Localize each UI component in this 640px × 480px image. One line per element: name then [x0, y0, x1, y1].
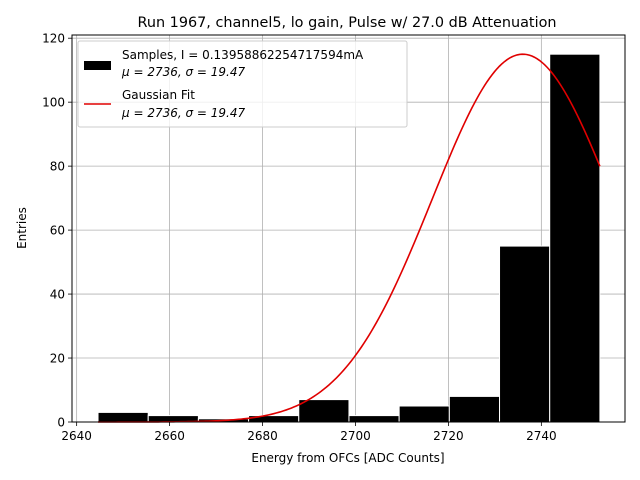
y-axis-ticks: 0 20 40 60 80 100 120	[42, 32, 72, 430]
legend: Samples, I = 0.13958862254717594mA μ = 2…	[77, 40, 408, 128]
legend-fit-label: Gaussian Fit	[122, 88, 195, 102]
y-tick-label: 100	[42, 96, 65, 110]
x-axis-ticks: 2640 2660 2680 2700 2720 2740	[61, 422, 557, 443]
legend-samples-stats: μ = 2736, σ = 19.47	[121, 65, 245, 79]
y-tick-label: 40	[50, 288, 65, 302]
legend-samples-label: Samples, I = 0.13958862254717594mA	[122, 48, 364, 62]
histogram-bar	[298, 399, 350, 423]
legend-fit-stats: μ = 2736, σ = 19.47	[121, 106, 245, 120]
y-tick-label: 80	[50, 160, 65, 174]
histogram-bar	[448, 395, 501, 423]
x-tick-label: 2680	[247, 429, 278, 443]
x-tick-label: 2740	[526, 429, 557, 443]
x-tick-label: 2660	[154, 429, 185, 443]
histogram-bar	[398, 405, 450, 423]
y-tick-label: 60	[50, 224, 65, 238]
y-axis-label: Entries	[15, 207, 29, 249]
histogram-bar	[97, 411, 149, 423]
histogram-bar	[348, 415, 400, 423]
chart-title: Run 1967, channel5, lo gain, Pulse w/ 27…	[138, 15, 557, 31]
x-tick-label: 2640	[61, 429, 92, 443]
x-tick-label: 2700	[340, 429, 371, 443]
x-tick-label: 2720	[433, 429, 464, 443]
x-axis-label: Energy from OFCs [ADC Counts]	[251, 451, 444, 465]
y-tick-label: 0	[57, 416, 65, 430]
legend-box	[77, 40, 408, 128]
histogram-bar	[499, 245, 551, 423]
plot-frame	[71, 34, 626, 423]
y-tick-label: 20	[50, 352, 65, 366]
histogram-bars	[97, 53, 601, 423]
legend-samples-swatch	[84, 61, 111, 70]
y-tick-label: 120	[42, 32, 65, 46]
histogram-bar	[549, 53, 601, 423]
